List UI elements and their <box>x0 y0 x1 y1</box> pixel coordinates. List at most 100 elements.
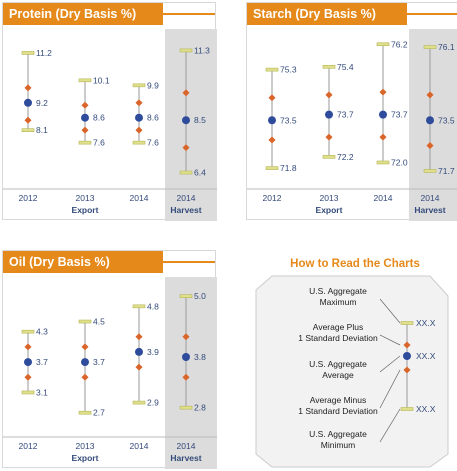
legend-pointer-line <box>379 369 401 409</box>
average-marker <box>135 347 143 356</box>
max-marker <box>21 51 35 55</box>
sd-plus-marker <box>81 101 89 109</box>
sd-minus-marker <box>81 373 89 381</box>
legend-pointer-line <box>379 355 401 373</box>
min-value-label: 2.8 <box>194 403 206 413</box>
starch-chart-panel: Starch (Dry Basis %) 75.3 71.8 73.5 2012 75.… <box>246 2 457 221</box>
average-value-label: 73.7 <box>391 110 408 120</box>
max-marker <box>78 319 92 324</box>
min-value-label: 7.6 <box>93 138 105 148</box>
sd-minus-marker <box>135 363 143 371</box>
max-value-label: 9.9 <box>147 80 159 90</box>
average-value-label: 73.7 <box>337 110 354 120</box>
min-value-label: 71.7 <box>438 166 455 176</box>
sd-minus-marker <box>81 126 89 134</box>
max-value-label: 75.4 <box>337 62 354 72</box>
legend-pointer-line <box>379 298 401 324</box>
min-marker <box>132 400 146 405</box>
max-marker <box>132 304 146 309</box>
min-marker <box>21 390 35 395</box>
average-marker <box>325 110 333 119</box>
category-tick-label: 2014 <box>421 193 440 203</box>
max-value-label: 11.3 <box>194 45 210 55</box>
category-tick-label: 2014 <box>177 441 196 451</box>
max-marker <box>376 42 390 47</box>
oil-chart-panel: Oil (Dry Basis %) 4.3 3.1 3.7 2012 4.5 2.7 3.7… <box>2 250 217 469</box>
category-tick-label: 2014 <box>130 193 149 203</box>
min-value-label: 2.9 <box>147 398 159 408</box>
sd-plus-marker <box>182 89 190 97</box>
group-label-harvest: Harvest <box>170 453 201 463</box>
max-marker <box>78 78 92 83</box>
min-value-label: 71.8 <box>280 163 297 173</box>
group-label-export: Export <box>72 453 99 463</box>
sd-plus-marker <box>135 333 143 341</box>
sd-plus-marker <box>182 333 190 341</box>
max-marker <box>265 67 279 72</box>
sd-minus-marker <box>325 133 333 141</box>
legend-max-marker <box>400 321 414 325</box>
min-marker <box>132 140 146 145</box>
category-tick-label: 2013 <box>76 193 95 203</box>
legend-card <box>255 275 449 468</box>
average-value-label: 3.8 <box>194 352 206 362</box>
min-marker <box>265 166 279 170</box>
category-tick-label: 2013 <box>76 441 95 451</box>
legend-min-marker <box>400 407 414 411</box>
min-value-label: 2.7 <box>93 408 105 418</box>
max-value-label: 75.3 <box>280 65 297 75</box>
group-label-harvest: Harvest <box>170 205 201 215</box>
min-marker <box>423 169 437 173</box>
title-rule <box>163 13 215 15</box>
min-value-label: 8.1 <box>36 125 48 135</box>
chart-title: Oil (Dry Basis %) <box>3 251 163 273</box>
max-marker <box>179 48 193 53</box>
sd-plus-marker <box>135 99 143 107</box>
category-tick-label: 2012 <box>19 441 38 451</box>
average-value-label: 3.9 <box>147 347 159 357</box>
legend-sd-minus-marker <box>403 366 411 374</box>
category-tick-label: 2014 <box>374 193 393 203</box>
max-value-label: 76.2 <box>391 39 408 49</box>
average-marker <box>24 358 32 367</box>
average-value-label: 73.5 <box>438 115 455 125</box>
min-value-label: 72.2 <box>337 152 354 162</box>
category-tick-label: 2012 <box>263 193 282 203</box>
legend-item-label: U.S. Aggregate Maximum <box>309 286 367 307</box>
legend-item-label: Average Plus 1 Standard Deviation <box>298 322 378 343</box>
max-marker <box>322 64 336 69</box>
sd-plus-marker <box>426 91 434 99</box>
legend-xx-max: XX.X <box>416 318 436 328</box>
max-value-label: 11.2 <box>36 48 52 58</box>
average-value-label: 8.6 <box>147 113 159 123</box>
average-marker <box>379 110 387 119</box>
average-marker <box>182 116 190 125</box>
average-value-label: 3.7 <box>36 357 48 367</box>
chart-title: Starch (Dry Basis %) <box>247 3 407 25</box>
average-value-label: 8.5 <box>194 115 206 125</box>
average-marker <box>81 113 89 122</box>
sd-minus-marker <box>426 142 434 150</box>
category-tick-label: 2014 <box>130 441 149 451</box>
sd-minus-marker <box>182 144 190 152</box>
average-value-label: 8.6 <box>93 113 105 123</box>
legend-item-label: Average Minus 1 Standard Deviation <box>298 395 378 416</box>
average-value-label: 3.7 <box>93 357 105 367</box>
legend-title: How to Read the Charts <box>290 258 420 270</box>
legend-item-label: U.S. Aggregate Minimum <box>309 429 367 450</box>
title-rule <box>407 13 457 15</box>
average-marker <box>182 353 190 361</box>
legend-xx-min: XX.X <box>416 404 436 414</box>
group-label-export: Export <box>316 205 343 215</box>
max-value-label: 4.3 <box>36 327 48 337</box>
category-tick-label: 2013 <box>320 193 339 203</box>
min-marker <box>21 128 35 132</box>
starch-chart-plot: 75.3 71.8 73.5 2012 75.4 72.2 73.7 2013 76.2 72.0… <box>247 29 457 221</box>
protein-chart-plot: 11.2 8.1 9.2 2012 10.1 7.6 8.6 2013 9.9 7.6 8.6 201… <box>3 29 217 221</box>
legend-average-marker <box>403 352 411 360</box>
legend-item-label: U.S. Aggregate Average <box>309 359 367 380</box>
average-marker <box>426 116 434 125</box>
max-value-label: 4.8 <box>147 301 159 311</box>
title-rule <box>163 261 215 263</box>
